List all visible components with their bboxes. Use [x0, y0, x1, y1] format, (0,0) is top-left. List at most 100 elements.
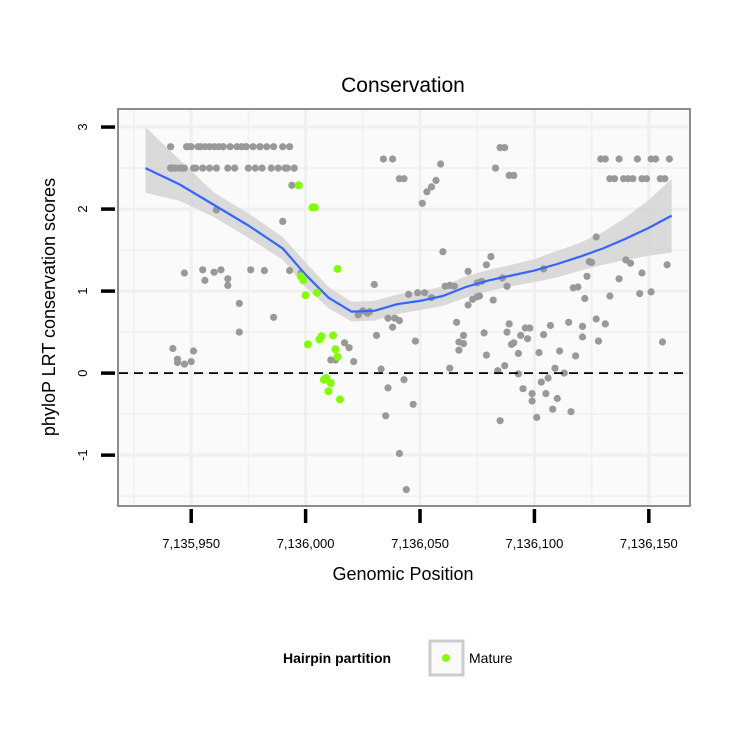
- data-point: [592, 315, 600, 323]
- data-point: [496, 417, 504, 425]
- data-point: [421, 289, 429, 297]
- y-tick-label: 2: [75, 205, 90, 212]
- data-point: [260, 267, 268, 275]
- data-point: [350, 358, 358, 366]
- data-point: [372, 331, 381, 339]
- data-point: [382, 412, 390, 420]
- data-point: [199, 164, 207, 172]
- data-point: [414, 289, 422, 297]
- data-point: [199, 266, 207, 274]
- data-point: [167, 143, 175, 151]
- data-point: [224, 164, 232, 172]
- data-point: [354, 311, 362, 319]
- data-point: [205, 143, 214, 151]
- data-point: [521, 324, 529, 332]
- x-tick-label: 7,135,950: [162, 536, 220, 551]
- data-point: [274, 164, 282, 172]
- mature-data-point: [299, 276, 308, 285]
- data-point: [601, 155, 609, 163]
- data-point: [187, 358, 195, 366]
- data-point: [402, 486, 410, 494]
- data-point: [258, 164, 266, 172]
- x-tick-label: 7,136,100: [505, 536, 563, 551]
- data-point: [169, 344, 177, 353]
- data-point: [585, 258, 593, 266]
- data-point: [475, 292, 484, 300]
- data-point: [256, 143, 264, 151]
- data-point: [578, 322, 587, 330]
- data-point: [405, 290, 413, 298]
- mature-points-layer: [294, 181, 344, 404]
- y-tick-label: -1: [75, 449, 90, 461]
- legend-key-mature-point: [442, 654, 450, 662]
- data-point: [345, 344, 353, 352]
- data-point: [290, 164, 298, 172]
- data-point: [519, 385, 527, 393]
- y-axis-title: phyloP LRT conservation scores: [39, 178, 59, 436]
- mature-data-point: [313, 288, 322, 297]
- data-point: [180, 164, 188, 172]
- data-point: [537, 378, 545, 386]
- data-point: [196, 143, 204, 151]
- data-point: [464, 301, 472, 309]
- data-point: [453, 318, 461, 326]
- data-point: [249, 143, 257, 151]
- data-point: [244, 164, 252, 172]
- data-point: [542, 390, 550, 398]
- data-point: [226, 143, 234, 151]
- data-point: [242, 143, 250, 151]
- data-point: [661, 175, 669, 183]
- data-point: [400, 376, 408, 384]
- data-point: [601, 320, 609, 328]
- data-point: [482, 261, 490, 269]
- data-point: [384, 384, 392, 392]
- data-point: [427, 183, 436, 191]
- data-point: [551, 364, 559, 372]
- y-tick-label: 1: [75, 287, 90, 294]
- x-axis: 7,135,950 7,136,000 7,136,050 7,136,100 7,13…: [162, 509, 678, 551]
- data-point: [439, 248, 447, 256]
- data-point: [489, 296, 497, 304]
- data-point: [491, 164, 500, 172]
- data-point: [247, 266, 255, 274]
- data-point: [652, 155, 660, 163]
- data-point: [487, 253, 495, 261]
- x-tick-label: 7,136,050: [391, 536, 449, 551]
- data-point: [455, 346, 463, 354]
- data-point: [217, 266, 225, 274]
- data-point: [418, 199, 426, 207]
- data-point: [205, 164, 214, 172]
- mature-data-point: [326, 379, 335, 387]
- data-point: [180, 269, 188, 277]
- data-point: [286, 143, 294, 151]
- data-point: [663, 261, 671, 269]
- data-point: [510, 339, 518, 347]
- data-point: [340, 339, 349, 347]
- data-point: [629, 175, 637, 183]
- data-point: [546, 321, 555, 330]
- data-point: [567, 408, 575, 416]
- data-point: [556, 347, 564, 355]
- data-point: [647, 288, 655, 296]
- data-point: [533, 413, 541, 421]
- data-point: [231, 164, 239, 172]
- data-point: [514, 349, 523, 357]
- data-point: [503, 328, 511, 336]
- data-point: [423, 188, 431, 196]
- legend: Hairpin partition Mature: [283, 639, 513, 677]
- data-point: [212, 164, 220, 172]
- data-point: [549, 405, 557, 413]
- mature-data-point: [294, 181, 303, 190]
- mature-data-point: [310, 203, 319, 212]
- data-point: [622, 256, 630, 264]
- data-point: [565, 318, 573, 326]
- data-point: [180, 360, 188, 368]
- data-point: [263, 143, 271, 151]
- data-point: [528, 390, 536, 398]
- data-point: [173, 358, 182, 367]
- data-point: [636, 290, 644, 298]
- data-point: [528, 397, 536, 405]
- smooth-fit-line: [145, 167, 673, 313]
- legend-title: Hairpin partition: [283, 650, 391, 666]
